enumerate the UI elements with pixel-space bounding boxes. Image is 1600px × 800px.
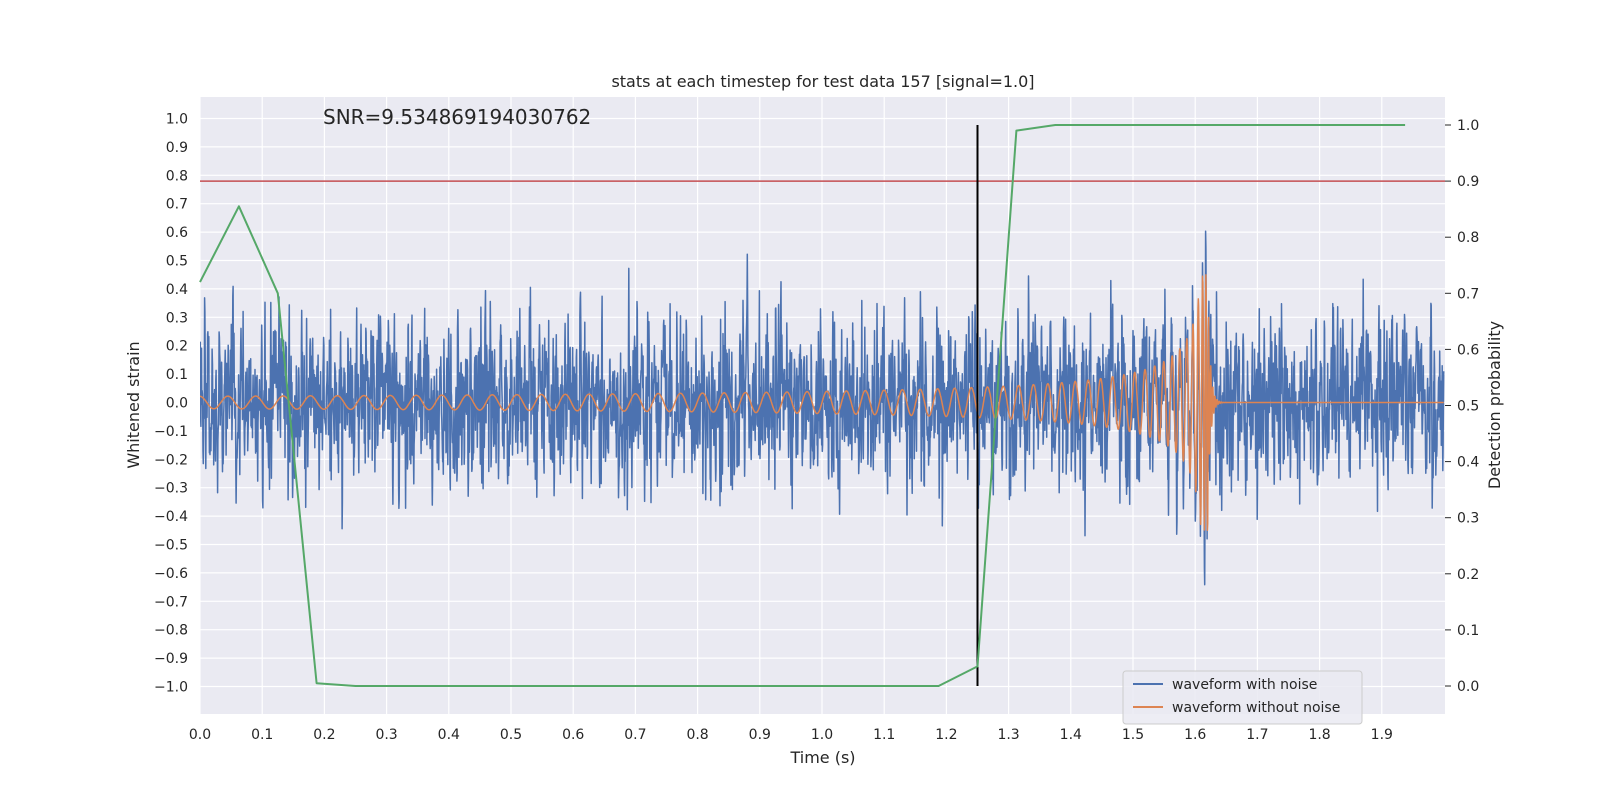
- x-tick-label: 0.5: [500, 727, 522, 743]
- series-waveform-with-noise: [200, 230, 1445, 586]
- chart-title: stats at each timestep for test data 157…: [611, 72, 1034, 91]
- x-tick-label: 0.1: [251, 727, 273, 743]
- series-waveform-without-noise: [200, 274, 1445, 532]
- y-tick-label: −0.8: [154, 623, 188, 639]
- y2-tick-label: 0.1: [1457, 623, 1479, 639]
- y-axis-ticks: 1.0 0.9 0.8 0.7 0.6 0.5 0.4 0.3 0.2 0.1 0.0 −0.1 −0.…: [154, 112, 188, 696]
- y2-tick-label: 0.0: [1457, 679, 1479, 695]
- y-tick-label: 0.6: [166, 225, 188, 241]
- y2-tick-label: 0.3: [1457, 511, 1479, 527]
- y-tick-label: −0.1: [154, 424, 188, 440]
- y2-tick-label: 0.5: [1457, 399, 1479, 415]
- legend-label-clean: waveform without noise: [1172, 700, 1340, 716]
- y-tick-label: 0.7: [166, 197, 188, 213]
- y2-tick-label: 0.6: [1457, 342, 1479, 358]
- x-tick-label: 1.4: [1060, 727, 1082, 743]
- y2-tick-label: 0.8: [1457, 230, 1479, 246]
- y-tick-label: 1.0: [166, 112, 188, 128]
- x-tick-label: 0.6: [562, 727, 584, 743]
- y2-tick-label: 0.9: [1457, 174, 1479, 190]
- y2-tick-label: 0.7: [1457, 286, 1479, 302]
- x-tick-label: 0.3: [375, 727, 397, 743]
- y-tick-label: −0.5: [154, 538, 188, 554]
- x-axis-label: Time (s): [789, 748, 855, 767]
- x-tick-label: 0.8: [686, 727, 708, 743]
- y-tick-label: 0.9: [166, 140, 188, 156]
- x-tick-label: 1.6: [1184, 727, 1206, 743]
- x-tick-label: 1.3: [997, 727, 1019, 743]
- y-tick-label: −0.6: [154, 566, 188, 582]
- x-tick-label: 0.4: [438, 727, 460, 743]
- series-detection-probability: [199, 124, 1406, 687]
- legend: waveform with noise waveform without noi…: [1122, 670, 1363, 725]
- y-axis-label: Whitened strain: [124, 341, 143, 468]
- x-tick-label: 0.7: [624, 727, 646, 743]
- y2-axis-label: Detection probability: [1485, 321, 1504, 489]
- y-tick-label: 0.5: [166, 254, 188, 270]
- snr-annotation: SNR=9.534869194030762: [323, 105, 591, 129]
- y-tick-label: −0.3: [154, 481, 188, 497]
- x-tick-label: 0.0: [189, 727, 211, 743]
- x-tick-label: 1.7: [1246, 727, 1268, 743]
- y-tick-label: −0.7: [154, 594, 188, 610]
- y2-tick-label: 0.4: [1457, 455, 1479, 471]
- y-tick-label: −0.4: [154, 509, 188, 525]
- y-tick-label: −1.0: [154, 680, 188, 696]
- y2-tick-label: 1.0: [1457, 118, 1479, 134]
- x-tick-label: 1.5: [1122, 727, 1144, 743]
- y2-axis-ticks: 1.0 0.9 0.8 0.7 0.6 0.5 0.4 0.3 0.2 0.1 0.0: [1445, 118, 1479, 695]
- x-tick-label: 1.8: [1308, 727, 1330, 743]
- x-tick-label: 1.2: [935, 727, 957, 743]
- x-tick-label: 1.1: [873, 727, 895, 743]
- y-tick-label: 0.1: [166, 367, 188, 383]
- y-tick-label: 0.3: [166, 310, 188, 326]
- y-tick-label: −0.9: [154, 651, 188, 667]
- x-tick-label: 0.2: [313, 727, 335, 743]
- legend-label-noise: waveform with noise: [1172, 677, 1317, 693]
- x-tick-label: 0.9: [749, 727, 771, 743]
- y-tick-label: 0.8: [166, 168, 188, 184]
- legend-box: [1122, 670, 1363, 725]
- y-tick-label: 0.0: [166, 396, 188, 412]
- y-tick-label: −0.2: [154, 452, 188, 468]
- x-axis-ticks: 0.0 0.1 0.2 0.3 0.4 0.5 0.6 0.7 0.8 0.9 1.0 1.1 1.2 1…: [189, 727, 1393, 743]
- y2-tick-label: 0.2: [1457, 567, 1479, 583]
- y-tick-label: 0.2: [166, 339, 188, 355]
- x-tick-label: 1.0: [811, 727, 833, 743]
- x-tick-label: 1.9: [1371, 727, 1393, 743]
- y-tick-label: 0.4: [166, 282, 188, 298]
